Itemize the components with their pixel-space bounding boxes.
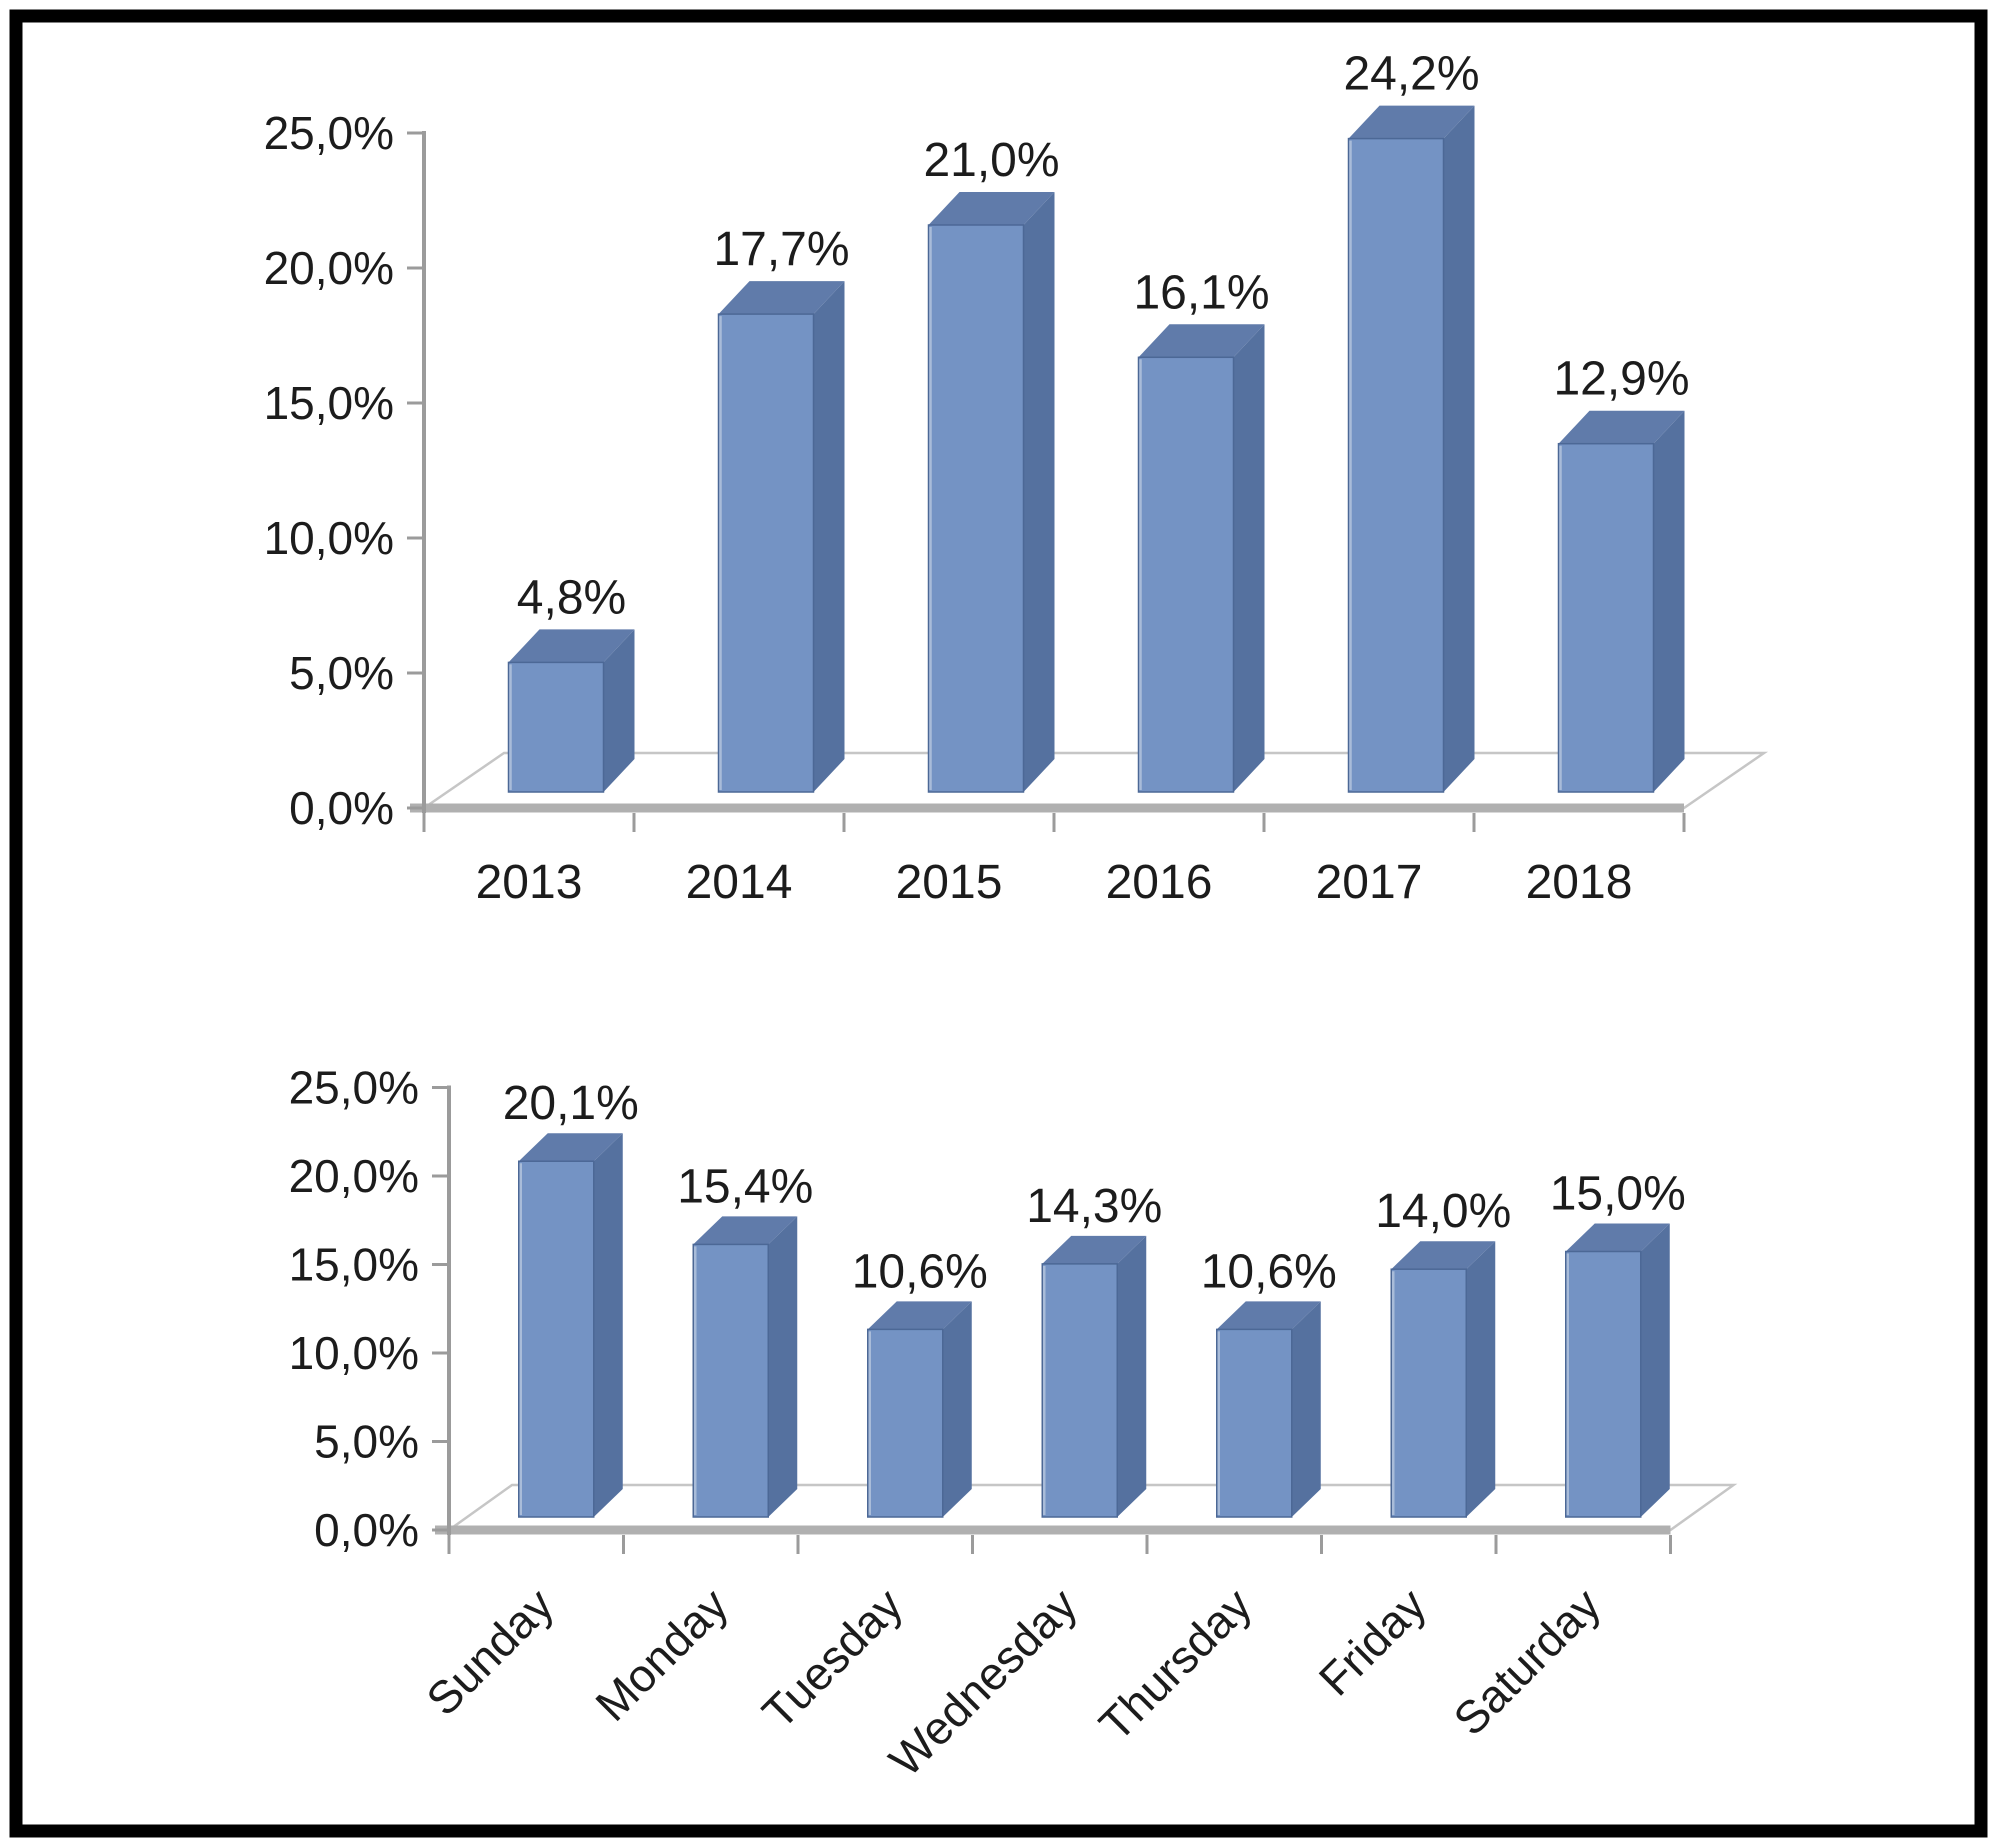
bar bbox=[507, 629, 635, 793]
bar-side-face bbox=[1291, 1301, 1321, 1517]
bar bbox=[1137, 324, 1265, 793]
category-label: 2016 bbox=[1106, 856, 1213, 909]
bar-top-face bbox=[518, 1133, 623, 1162]
value-label: 20,1% bbox=[503, 1077, 639, 1130]
bar-top-face bbox=[1565, 1223, 1670, 1252]
y-tick-label: 5,0% bbox=[314, 1416, 419, 1468]
bar bbox=[1216, 1301, 1321, 1518]
bar-top-face bbox=[1391, 1241, 1496, 1270]
category-label: Sunday bbox=[416, 1578, 563, 1725]
bar-top-face bbox=[1216, 1301, 1321, 1330]
bar-side-face bbox=[768, 1216, 798, 1517]
value-label: 12,9% bbox=[1553, 353, 1689, 406]
value-label: 10,6% bbox=[852, 1245, 988, 1298]
y-tick-label: 0,0% bbox=[314, 1504, 419, 1556]
bar bbox=[1347, 105, 1475, 793]
bar-top-face bbox=[508, 629, 635, 663]
value-label: 15,0% bbox=[1550, 1168, 1686, 1221]
category-label: Saturday bbox=[1443, 1578, 1610, 1745]
value-label: 21,0% bbox=[923, 134, 1059, 187]
y-tick-label: 20,0% bbox=[289, 1150, 419, 1202]
bar-side-face bbox=[1023, 192, 1055, 792]
category-label: 2015 bbox=[896, 856, 1003, 909]
figure-frame bbox=[9, 9, 1988, 1838]
category-label: Wednesday bbox=[879, 1578, 1087, 1786]
category-label: 2014 bbox=[686, 856, 793, 909]
value-label: 14,0% bbox=[1375, 1185, 1511, 1238]
bar-top-face bbox=[1348, 105, 1475, 139]
bar-top-face bbox=[1138, 324, 1265, 358]
bar-side-face bbox=[1466, 1241, 1496, 1517]
value-label: 16,1% bbox=[1133, 266, 1269, 319]
category-label: Thursday bbox=[1089, 1578, 1261, 1750]
bar-side-face bbox=[813, 281, 845, 792]
bar-side-face bbox=[942, 1301, 972, 1517]
category-label: Monday bbox=[585, 1578, 737, 1730]
bar-top-face bbox=[867, 1301, 972, 1330]
bar bbox=[518, 1133, 623, 1518]
value-label: 10,6% bbox=[1201, 1245, 1337, 1298]
y-tick-label: 15,0% bbox=[264, 377, 394, 429]
chart-by-year: 25,0% 20,0% 15,0% 10,0% 5,0% 0,0% 4,8% 2013 17,7… bbox=[264, 48, 1769, 909]
bar-top-face bbox=[1558, 410, 1685, 444]
bar-top-face bbox=[1042, 1235, 1147, 1264]
y-tick-label: 0,0% bbox=[289, 782, 394, 834]
bar-side-face bbox=[593, 1133, 623, 1517]
y-tick-label: 25,0% bbox=[264, 107, 394, 159]
bar bbox=[1390, 1241, 1496, 1518]
category-label: 2013 bbox=[476, 856, 583, 909]
y-tick-label: 20,0% bbox=[264, 242, 394, 294]
bar-front-face bbox=[1565, 1250, 1642, 1518]
value-label: 24,2% bbox=[1343, 48, 1479, 101]
bar-front-face bbox=[1041, 1263, 1118, 1518]
y-tick-label: 10,0% bbox=[264, 512, 394, 564]
bar-front-face bbox=[927, 224, 1025, 793]
bar bbox=[692, 1216, 798, 1518]
chart-by-weekday: 25,0% 20,0% 15,0% 10,0% 5,0% 0,0% 20,1% Sunday 1… bbox=[289, 1062, 1738, 1786]
category-label: 2017 bbox=[1316, 856, 1423, 909]
bar bbox=[867, 1301, 972, 1518]
bar-side-face bbox=[603, 629, 635, 792]
category-label: Tuesday bbox=[752, 1578, 912, 1738]
value-label: 14,3% bbox=[1026, 1180, 1162, 1233]
category-label: Friday bbox=[1309, 1578, 1436, 1705]
bar bbox=[1557, 410, 1685, 793]
bar-front-face bbox=[1557, 442, 1655, 793]
value-label: 4,8% bbox=[517, 571, 626, 624]
y-tick-label: 15,0% bbox=[289, 1239, 419, 1291]
bar-top-face bbox=[718, 281, 845, 315]
bar-front-face bbox=[1137, 356, 1235, 793]
bar bbox=[717, 281, 845, 793]
bar-front-face bbox=[507, 661, 605, 793]
bar-front-face bbox=[867, 1328, 944, 1518]
bar-side-face bbox=[1233, 324, 1265, 792]
bar-side-face bbox=[1653, 410, 1685, 792]
value-label: 15,4% bbox=[677, 1160, 813, 1213]
bar bbox=[1041, 1235, 1147, 1518]
bar-front-face bbox=[692, 1243, 769, 1518]
bar-side-face bbox=[1443, 105, 1475, 793]
bar-front-face bbox=[1216, 1328, 1293, 1518]
bar-side-face bbox=[1117, 1235, 1147, 1517]
bar-top-face bbox=[693, 1216, 798, 1245]
y-tick-label: 25,0% bbox=[289, 1062, 419, 1114]
bar bbox=[927, 192, 1055, 793]
y-tick-label: 10,0% bbox=[289, 1327, 419, 1379]
bar-front-face bbox=[717, 313, 815, 793]
y-tick-label: 5,0% bbox=[289, 647, 394, 699]
bar-front-face bbox=[1347, 137, 1445, 793]
value-label: 17,7% bbox=[713, 223, 849, 276]
bar-top-face bbox=[928, 192, 1055, 225]
bar-front-face bbox=[1390, 1268, 1467, 1518]
bar-front-face bbox=[518, 1160, 595, 1518]
category-label: 2018 bbox=[1526, 856, 1633, 909]
bar-side-face bbox=[1640, 1223, 1670, 1517]
bar bbox=[1565, 1223, 1670, 1518]
